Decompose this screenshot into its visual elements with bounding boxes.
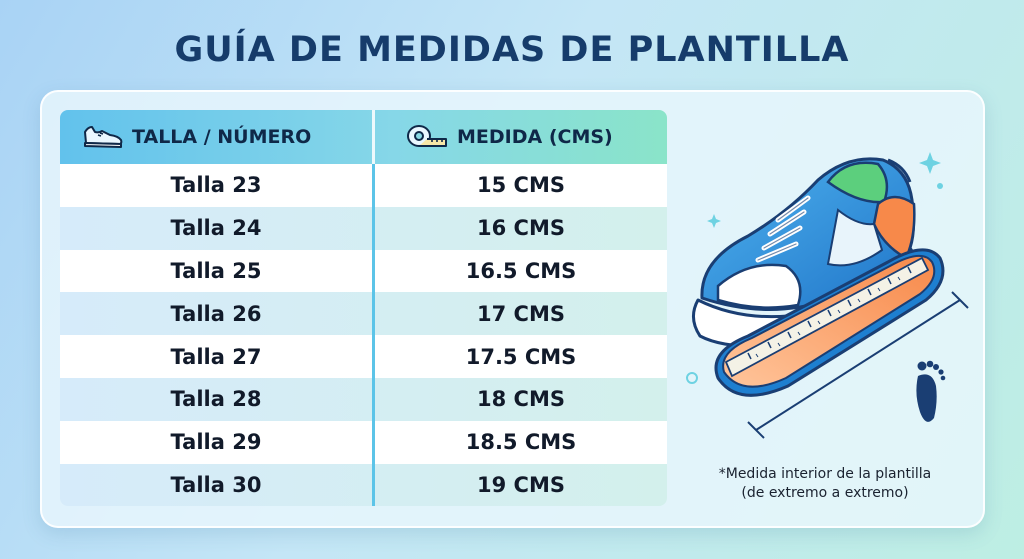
size-cell: Talla 23 bbox=[170, 173, 262, 198]
size-cell: Talla 29 bbox=[170, 430, 262, 455]
size-cell: Talla 24 bbox=[170, 216, 262, 241]
size-cell: Talla 25 bbox=[170, 258, 262, 283]
size-cell: Talla 27 bbox=[170, 344, 262, 369]
table-row: Talla 26 17 CMS bbox=[60, 292, 667, 336]
measure-cell: 17.5 CMS bbox=[372, 335, 667, 378]
measure-cell: 18 CMS bbox=[372, 377, 667, 421]
size-cell: Talla 30 bbox=[170, 472, 262, 497]
length-arrow bbox=[747, 291, 969, 439]
table-body: Talla 23 15 CMS Talla 24 16 CMS Talla 25… bbox=[60, 164, 667, 507]
table-row: Talla 30 19 CMS bbox=[60, 463, 667, 507]
size-cell: Talla 28 bbox=[170, 387, 262, 412]
table-row: Talla 27 17.5 CMS bbox=[60, 335, 667, 378]
table-row: Talla 28 18 CMS bbox=[60, 377, 667, 421]
sparkle-icon bbox=[686, 152, 943, 384]
size-table: TALLA / NÚMERO MEDIDA (CMS) Talla 23 15 … bbox=[60, 110, 667, 507]
table-row: Talla 29 18.5 CMS bbox=[60, 420, 667, 464]
measure-cell: 19 CMS bbox=[372, 463, 667, 507]
table-row: Talla 25 16.5 CMS bbox=[60, 249, 667, 293]
measuring-tape-icon bbox=[407, 125, 447, 147]
measure-cell: 18.5 CMS bbox=[372, 420, 667, 464]
measure-cell: 16.5 CMS bbox=[372, 249, 667, 293]
table-row: Talla 23 15 CMS bbox=[60, 164, 667, 207]
note-line-2: (de extremo a extremo) bbox=[741, 485, 909, 501]
header-measure-label: MEDIDA (CMS) bbox=[457, 126, 613, 148]
table-row: Talla 24 16 CMS bbox=[60, 206, 667, 250]
shoe-icon bbox=[84, 126, 123, 148]
table-header: TALLA / NÚMERO MEDIDA (CMS) bbox=[60, 110, 667, 164]
page-title: GUÍA DE MEDIDAS DE PLANTILLA bbox=[174, 30, 850, 70]
measure-cell: 15 CMS bbox=[372, 164, 667, 207]
size-cell: Talla 26 bbox=[170, 301, 262, 326]
note-line-1: *Medida interior de la plantilla bbox=[718, 466, 932, 482]
header-measure: MEDIDA (CMS) bbox=[372, 110, 667, 164]
header-size-label: TALLA / NÚMERO bbox=[132, 126, 312, 148]
header-size: TALLA / NÚMERO bbox=[60, 110, 372, 164]
shoe-insole-illustration bbox=[686, 152, 969, 439]
insole-icon bbox=[714, 248, 945, 397]
measure-cell: 17 CMS bbox=[372, 292, 667, 336]
footprint-icon bbox=[916, 360, 946, 422]
measure-cell: 16 CMS bbox=[372, 206, 667, 250]
measurement-note: *Medida interior de la plantilla (de ext… bbox=[690, 465, 960, 503]
